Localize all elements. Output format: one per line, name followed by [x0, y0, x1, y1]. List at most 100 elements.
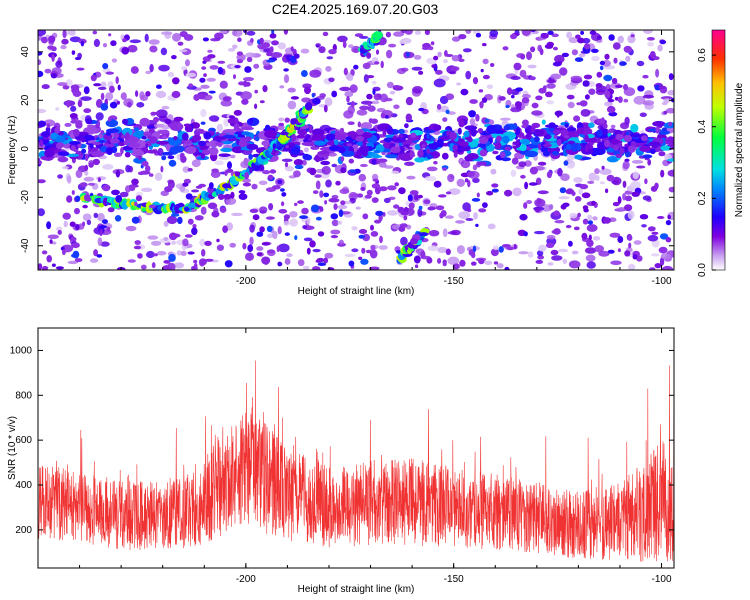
heatmap-cell: [153, 116, 159, 123]
heatmap-cell: [397, 206, 405, 214]
heatmap-speckle: [88, 182, 95, 186]
heatmap-speckle: [391, 170, 400, 175]
heatmap-speckle: [492, 245, 499, 251]
heatmap-speckle: [562, 258, 568, 265]
heatmap-cell: [207, 54, 216, 59]
heatmap-speckle: [158, 64, 170, 72]
heatmap-cell: [418, 205, 423, 210]
heatmap-band-cell: [537, 161, 547, 166]
heatmap-speckle: [588, 88, 596, 95]
heatmap-speckle: [216, 123, 223, 133]
heatmap-speckle: [157, 147, 164, 157]
heatmap-cell: [586, 239, 594, 247]
heatmap-cell: [51, 53, 55, 62]
heatmap-cell: [105, 71, 115, 75]
heatmap-speckle: [451, 55, 461, 62]
heatmap-speckle: [458, 211, 471, 220]
heatmap-cell: [115, 169, 121, 178]
heatmap-speckle: [447, 256, 460, 265]
heatmap-speckle: [171, 240, 177, 245]
heatmap-cell: [216, 238, 220, 243]
heatmap-cell: [259, 37, 264, 44]
heatmap-band-cell: [464, 136, 473, 141]
heatmap-cell: [55, 266, 64, 270]
heatmap-cell: [617, 248, 622, 253]
heatmap-speckle: [633, 95, 646, 105]
heatmap-cell: [476, 192, 480, 198]
heatmap-cell: [561, 52, 570, 58]
heatmap-band-cell: [660, 145, 671, 151]
heatmap-speckle: [496, 263, 504, 269]
heatmap-speckle: [137, 253, 143, 259]
heatmap-speckle: [219, 30, 228, 34]
heatmap-cell: [433, 160, 438, 165]
heatmap-speckle: [270, 52, 283, 58]
heatmap-speckle: [67, 260, 79, 265]
heatmap-cell: [252, 214, 260, 221]
heatmap-cell: [360, 258, 369, 265]
heatmap-cell: [632, 254, 638, 260]
heatmap-speckle: [510, 169, 517, 177]
heatmap-speckle: [216, 244, 224, 251]
heatmap-cell: [479, 101, 484, 109]
heatmap-speckle: [97, 86, 107, 90]
heatmap-speckle: [534, 230, 545, 235]
heatmap-cell: [168, 253, 176, 262]
heatmap-cell: [276, 245, 280, 252]
heatmap-cell: [582, 218, 589, 225]
heatmap-speckle: [465, 218, 474, 221]
heatmap-speckle: [253, 63, 260, 69]
heatmap-cell: [338, 209, 344, 218]
heatmap-cell: [529, 76, 536, 81]
heatmap-speckle: [404, 161, 415, 166]
heatmap-cell: [562, 202, 570, 207]
heatmap-band-cell: [293, 159, 304, 166]
heatmap-cell: [523, 202, 528, 209]
heatmap-cell: [110, 40, 117, 47]
snr-panel: -200 -150 -100 200 400 600 800 1000 Height of s…: [7, 327, 675, 595]
heatmap-speckle: [554, 220, 565, 224]
heatmap-band-cell: [459, 146, 471, 152]
heatmap-speckle: [610, 260, 622, 266]
heatmap-cell: [187, 251, 195, 255]
heatmap-cell: [409, 150, 415, 158]
heatmap-cell: [647, 226, 656, 232]
heatmap-cell: [482, 74, 490, 80]
heatmap-speckle: [661, 265, 674, 270]
heatmap-cell: [195, 185, 203, 189]
heatmap-cell: [250, 38, 254, 43]
heatmap-cell: [133, 245, 142, 250]
heatmap-speckle: [414, 193, 419, 201]
heatmap-speckle: [172, 32, 181, 42]
heatmap-cell: [655, 126, 660, 134]
heatmap-speckle: [140, 264, 147, 270]
heatmap-cell: [624, 204, 633, 212]
heatmap-speckle: [484, 260, 493, 265]
heatmap-cell: [612, 201, 620, 207]
heatmap-cell: [524, 181, 529, 190]
heatmap-speckle: [356, 109, 368, 116]
heatmap-speckle: [667, 169, 674, 177]
heatmap-speckle: [651, 239, 660, 248]
heatmap-speckle: [262, 170, 271, 175]
heatmap-cell: [385, 31, 392, 38]
heatmap-cell: [135, 90, 139, 97]
heatmap-speckle: [639, 112, 647, 118]
y-tick-label: 800: [15, 390, 32, 401]
heatmap-cell: [400, 30, 408, 34]
heatmap-speckle: [249, 236, 254, 246]
x-tick-label: -150: [444, 276, 464, 287]
heatmap-speckle: [367, 105, 376, 112]
heatmap-band-cell: [329, 145, 340, 152]
heatmap-speckle: [284, 258, 291, 265]
heatmap-cell: [199, 77, 206, 83]
heatmap-cell: [191, 227, 198, 236]
heatmap-cell: [365, 249, 372, 254]
heatmap-cell: [472, 245, 477, 253]
heatmap-cell: [278, 209, 288, 214]
heatmap-cell: [302, 153, 311, 160]
heatmap-cell: [521, 97, 530, 104]
heatmap-speckle: [146, 250, 155, 259]
heatmap-speckle: [665, 107, 674, 114]
heatmap-speckle: [566, 31, 572, 39]
